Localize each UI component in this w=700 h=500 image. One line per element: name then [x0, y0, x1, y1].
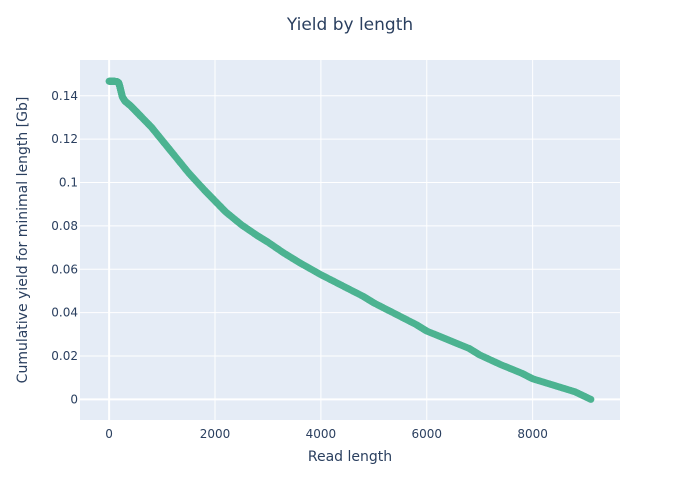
y-tick-label: 0.04	[51, 306, 78, 320]
x-tick-label: 2000	[200, 427, 231, 441]
y-tick-label: 0.14	[51, 89, 78, 103]
y-tick-label: 0.12	[51, 132, 78, 146]
x-axis-title: Read length	[308, 449, 392, 465]
plot-background	[80, 60, 620, 420]
x-tick-label: 4000	[306, 427, 337, 441]
y-tick-labels: 0 0.02 0.04 0.06 0.08 0.1 0.12 0.14	[51, 89, 78, 407]
y-tick-label: 0.08	[51, 219, 78, 233]
y-tick-label: 0	[70, 392, 78, 406]
x-tick-label: 0	[105, 427, 113, 441]
y-tick-label: 0.06	[51, 262, 78, 276]
y-tick-label: 0.1	[59, 176, 78, 190]
x-tick-label: 6000	[411, 427, 442, 441]
x-tick-label: 8000	[517, 427, 548, 441]
y-axis-title: Cumulative yield for minimal length [Gb]	[15, 97, 31, 384]
grid-lines	[80, 60, 620, 420]
data-points	[105, 77, 595, 403]
x-tick-labels: 0 2000 4000 6000 8000	[105, 427, 548, 441]
chart-title: Yield by length	[286, 15, 413, 35]
y-tick-label: 0.02	[51, 349, 78, 363]
data-point	[587, 395, 595, 403]
